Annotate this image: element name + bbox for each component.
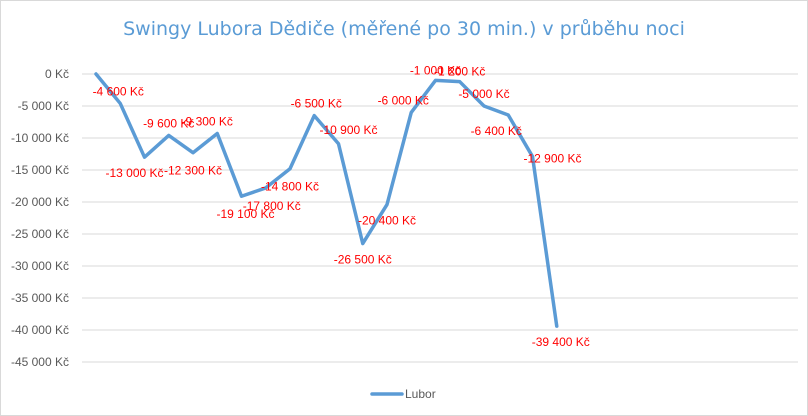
data-label: -14 800 Kč [261, 180, 319, 194]
data-label: -9 300 Kč [182, 115, 233, 129]
y-tick-label: -35 000 Kč [11, 291, 69, 305]
data-label: -6 500 Kč [291, 97, 342, 111]
data-label: -9 600 Kč [143, 116, 194, 130]
data-label: -20 400 Kč [358, 214, 416, 228]
data-label: -17 800 Kč [243, 199, 301, 213]
data-label: -10 900 Kč [319, 123, 377, 137]
data-label: -12 300 Kč [164, 164, 222, 178]
y-tick-label: -20 000 Kč [11, 195, 69, 209]
y-axis-ticks: 0 Kč -5 000 Kč -10 000 Kč -15 000 Kč -20 000… [11, 67, 69, 369]
data-label: -1 200 Kč [434, 65, 485, 79]
y-tick-label: -15 000 Kč [11, 163, 69, 177]
data-label: -4 600 Kč [93, 84, 144, 98]
legend: Lubor [370, 387, 436, 401]
y-tick-label: -40 000 Kč [11, 323, 69, 337]
data-label: -6 400 Kč [471, 124, 522, 138]
data-label: -39 400 Kč [532, 335, 590, 349]
y-tick-label: -45 000 Kč [11, 355, 69, 369]
data-label: -13 000 Kč [105, 166, 163, 180]
y-tick-label: 0 Kč [45, 67, 69, 81]
y-tick-label: -30 000 Kč [11, 259, 69, 273]
y-tick-label: -5 000 Kč [18, 99, 69, 113]
chart-title: Swingy Lubora Dědiče (měřené po 30 min.)… [123, 18, 685, 40]
data-label: -26 500 Kč [334, 253, 392, 267]
series-line-lubor [94, 72, 559, 328]
legend-label-lubor: Lubor [405, 387, 436, 401]
data-label: -19 100 Kč [216, 207, 274, 221]
data-label: -5 000 Kč [458, 87, 509, 101]
y-tick-label: -10 000 Kč [11, 131, 69, 145]
gridlines [82, 73, 798, 363]
data-labels: -4 600 Kč -13 000 Kč -9 600 Kč -12 300 Kč -9… [93, 63, 590, 349]
y-tick-label: -25 000 Kč [11, 227, 69, 241]
series-lubor [94, 72, 559, 328]
data-label: -1 000 Kč [410, 63, 461, 77]
data-label: -12 900 Kč [523, 152, 581, 166]
data-label: -6 000 Kč [378, 93, 429, 107]
